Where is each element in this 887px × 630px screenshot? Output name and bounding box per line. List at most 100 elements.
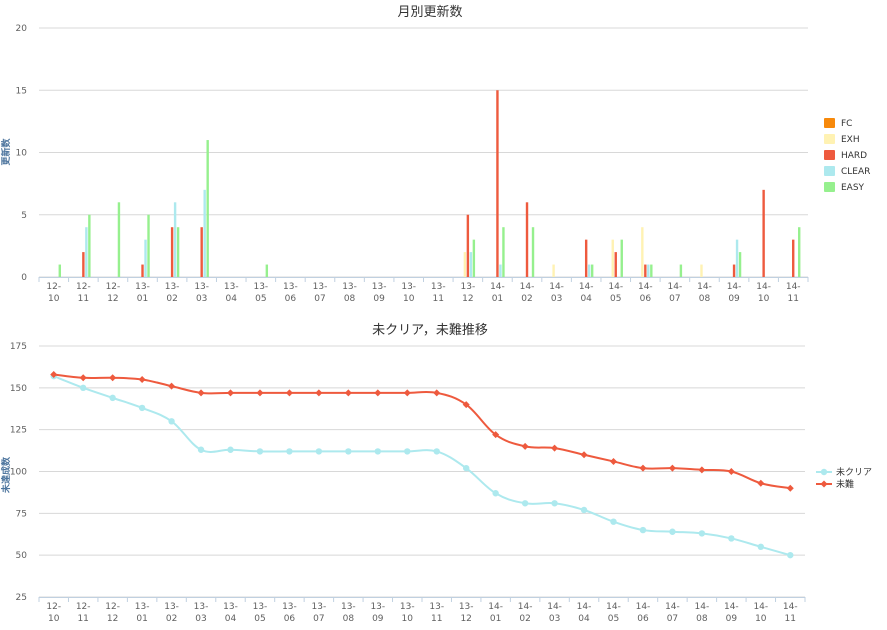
- bar-easy[interactable]: [176, 227, 180, 277]
- data-point[interactable]: [521, 500, 529, 507]
- data-point[interactable]: [315, 448, 323, 455]
- data-point[interactable]: [168, 418, 175, 425]
- bar-easy[interactable]: [590, 264, 594, 277]
- bar-exh[interactable]: [552, 264, 555, 277]
- data-point[interactable]: [404, 448, 411, 455]
- bar-easy[interactable]: [502, 227, 505, 277]
- data-point[interactable]: [79, 374, 87, 382]
- bar-exh[interactable]: [611, 239, 614, 277]
- data-point[interactable]: [345, 448, 352, 455]
- data-point[interactable]: [580, 506, 588, 514]
- data-point[interactable]: [197, 446, 205, 453]
- data-point[interactable]: [551, 444, 559, 452]
- bar-clear[interactable]: [173, 202, 177, 277]
- data-point[interactable]: [374, 389, 382, 397]
- legend-item-exh[interactable]: EXH: [824, 134, 860, 145]
- bar-hard[interactable]: [141, 264, 144, 277]
- data-point[interactable]: [610, 518, 617, 525]
- data-point[interactable]: [551, 500, 558, 507]
- legend-item-uncleared[interactable]: 未クリア: [816, 466, 872, 478]
- legend-item-clear[interactable]: CLEAR: [824, 166, 870, 177]
- data-point[interactable]: [168, 382, 176, 390]
- data-point[interactable]: [639, 526, 647, 534]
- bar-easy[interactable]: [679, 264, 683, 277]
- bar-easy[interactable]: [738, 252, 742, 277]
- data-point[interactable]: [610, 457, 617, 465]
- data-point[interactable]: [727, 468, 735, 475]
- bar-hard[interactable]: [732, 264, 736, 277]
- bar-exh[interactable]: [700, 264, 703, 277]
- legend-item-fc[interactable]: FC: [824, 118, 852, 129]
- bar-chart-legend[interactable]: FC EXH HARD CLEAR EASY: [824, 118, 870, 193]
- bar-hard[interactable]: [792, 239, 795, 277]
- bar-easy[interactable]: [265, 264, 269, 277]
- bar-clear[interactable]: [647, 264, 650, 277]
- bar-hard[interactable]: [762, 189, 765, 277]
- bar-hard[interactable]: [466, 214, 470, 277]
- data-point[interactable]: [197, 389, 205, 397]
- bar-exh[interactable]: [463, 252, 467, 277]
- data-point[interactable]: [256, 389, 264, 397]
- bar-hard[interactable]: [82, 252, 85, 277]
- data-point[interactable]: [757, 479, 765, 487]
- data-point[interactable]: [728, 535, 735, 542]
- data-point[interactable]: [256, 448, 264, 455]
- data-point[interactable]: [79, 384, 87, 392]
- data-point[interactable]: [492, 431, 500, 439]
- data-point[interactable]: [580, 451, 588, 459]
- data-point[interactable]: [50, 370, 58, 378]
- bar-easy[interactable]: [117, 202, 121, 277]
- data-point[interactable]: [492, 490, 499, 497]
- bar-clear[interactable]: [735, 239, 739, 277]
- bar-clear[interactable]: [469, 252, 473, 277]
- bar-hard[interactable]: [584, 239, 588, 277]
- data-point[interactable]: [462, 401, 470, 409]
- data-point[interactable]: [698, 530, 706, 537]
- data-point[interactable]: [639, 464, 647, 472]
- bar-clear[interactable]: [144, 239, 147, 277]
- data-point[interactable]: [374, 448, 382, 455]
- bar-easy[interactable]: [650, 264, 653, 277]
- legend-item-easy[interactable]: EASY: [824, 182, 865, 193]
- bar-easy[interactable]: [798, 227, 801, 277]
- data-point[interactable]: [285, 389, 293, 397]
- data-point[interactable]: [669, 528, 676, 535]
- bar-easy[interactable]: [147, 214, 150, 277]
- bar-clear[interactable]: [85, 227, 88, 277]
- bar-easy[interactable]: [58, 264, 61, 277]
- data-point[interactable]: [109, 374, 117, 382]
- data-point[interactable]: [138, 404, 146, 412]
- data-point[interactable]: [757, 543, 765, 550]
- bar-hard[interactable]: [644, 264, 647, 277]
- data-point[interactable]: [433, 448, 440, 455]
- data-point[interactable]: [138, 375, 146, 383]
- bar-easy[interactable]: [472, 239, 476, 277]
- data-point[interactable]: [227, 389, 234, 397]
- bar-hard[interactable]: [614, 252, 617, 277]
- data-point[interactable]: [315, 389, 323, 397]
- bar-clear[interactable]: [499, 264, 502, 277]
- data-point[interactable]: [698, 466, 706, 474]
- data-point[interactable]: [787, 551, 794, 559]
- legend-item-hard[interactable]: HARD: [824, 150, 867, 161]
- bar-clear[interactable]: [587, 264, 591, 277]
- bar-clear[interactable]: [203, 189, 206, 277]
- bar-easy[interactable]: [88, 214, 91, 277]
- bar-hard[interactable]: [170, 227, 174, 277]
- bar-hard[interactable]: [200, 227, 203, 277]
- data-point[interactable]: [521, 442, 529, 450]
- data-point[interactable]: [109, 394, 116, 402]
- data-point[interactable]: [227, 446, 234, 453]
- series-line-uncleared[interactable]: [53, 375, 791, 557]
- data-point[interactable]: [403, 389, 411, 397]
- data-point[interactable]: [462, 464, 470, 472]
- bar-hard[interactable]: [496, 90, 499, 277]
- data-point[interactable]: [433, 389, 441, 397]
- legend-item-unhard[interactable]: 未難: [816, 478, 854, 490]
- bar-hard[interactable]: [525, 202, 529, 277]
- data-point[interactable]: [344, 389, 352, 397]
- bar-easy[interactable]: [531, 227, 535, 277]
- data-point[interactable]: [668, 464, 676, 472]
- data-point[interactable]: [286, 448, 293, 455]
